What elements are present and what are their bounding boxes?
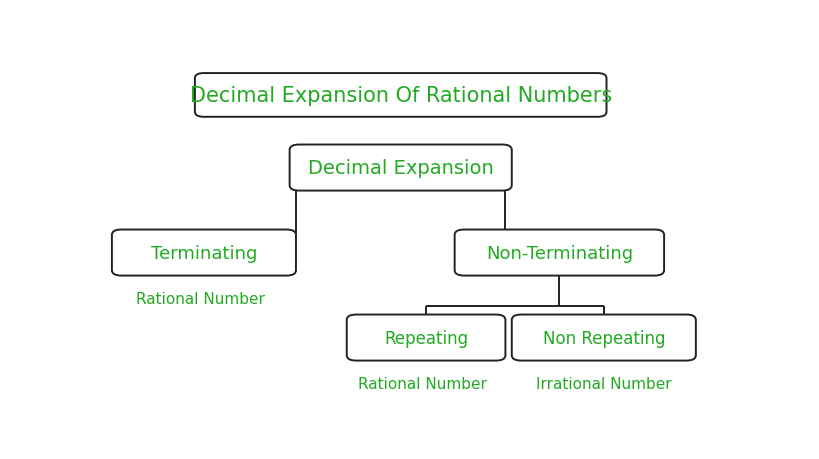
FancyBboxPatch shape: [290, 145, 512, 191]
Text: Decimal Expansion Of Rational Numbers: Decimal Expansion Of Rational Numbers: [189, 86, 612, 106]
Text: Rational Number: Rational Number: [359, 376, 487, 391]
Text: Rational Number: Rational Number: [136, 291, 265, 307]
FancyBboxPatch shape: [195, 74, 607, 118]
Text: Irrational Number: Irrational Number: [536, 376, 672, 391]
Text: Repeating: Repeating: [384, 329, 468, 347]
FancyBboxPatch shape: [512, 315, 696, 361]
FancyBboxPatch shape: [346, 315, 505, 361]
FancyBboxPatch shape: [455, 230, 664, 276]
Text: Terminating: Terminating: [151, 244, 257, 262]
Text: Non-Terminating: Non-Terminating: [486, 244, 633, 262]
Text: Decimal Expansion: Decimal Expansion: [308, 159, 494, 178]
FancyBboxPatch shape: [112, 230, 296, 276]
Text: Non Repeating: Non Repeating: [542, 329, 665, 347]
